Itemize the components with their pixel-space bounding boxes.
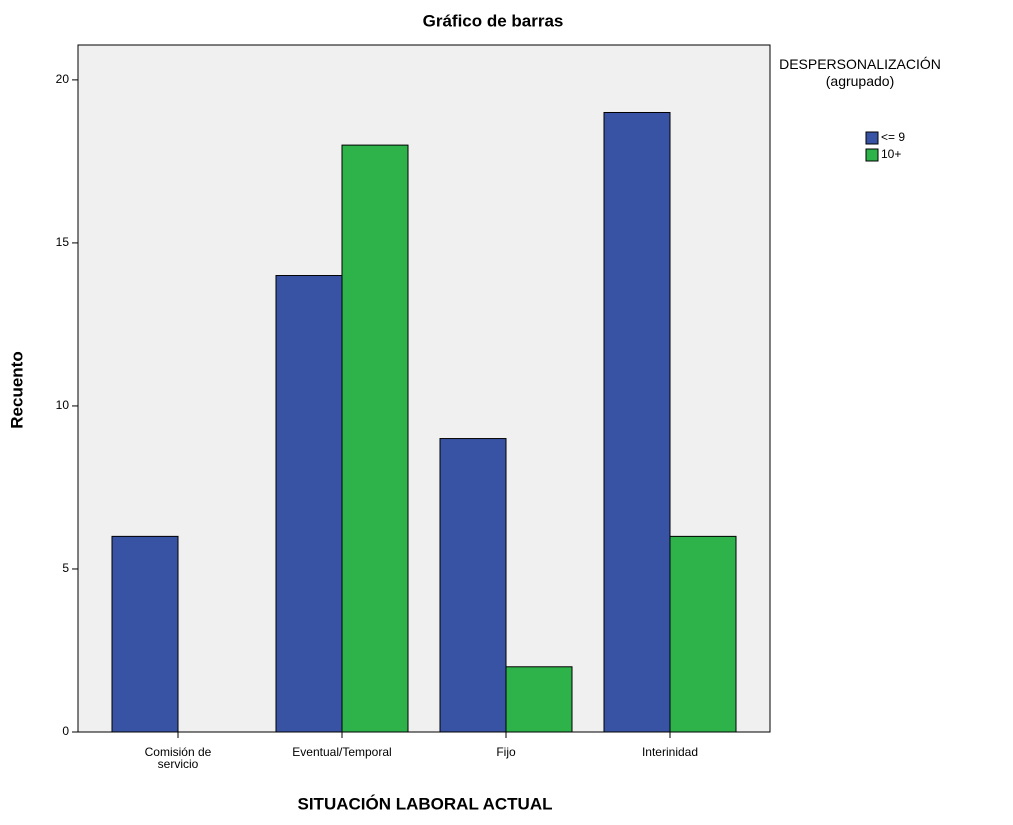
bar <box>439 438 507 733</box>
legend-swatch <box>865 148 879 162</box>
bar <box>505 666 573 733</box>
bar <box>341 144 409 733</box>
bar <box>669 535 737 733</box>
bar <box>603 111 671 733</box>
y-tick-label: 0 <box>62 724 69 738</box>
y-tick-label: 20 <box>56 72 70 86</box>
x-tick-label: Interinidad <box>641 745 699 759</box>
chart-title: Gráfico de barras <box>423 11 564 30</box>
y-tick-label: 5 <box>62 561 69 575</box>
bar <box>111 535 179 733</box>
legend-label: 10+ <box>881 147 901 161</box>
bar <box>275 275 343 733</box>
x-tick-label: Fijo <box>496 745 516 759</box>
x-tick-label: Eventual/Temporal <box>292 745 392 759</box>
legend-label: <= 9 <box>881 130 905 144</box>
x-tick-label: Comisión de servicio <box>144 745 212 771</box>
legend-swatch <box>865 131 879 145</box>
x-axis-title: SITUACIÓN LABORAL ACTUAL <box>298 794 553 813</box>
legend-title: DESPERSONALIZACIÓN (agrupado) <box>779 56 941 89</box>
y-axis-title: Recuento <box>7 351 26 428</box>
y-tick-label: 15 <box>56 235 70 249</box>
y-tick-label: 10 <box>56 398 70 412</box>
